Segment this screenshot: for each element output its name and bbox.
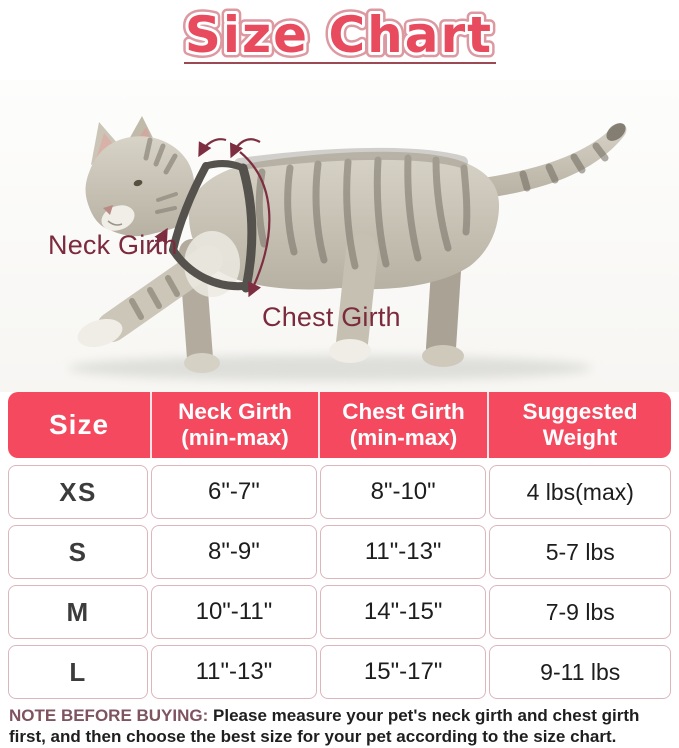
note-label: NOTE BEFORE BUYING:	[9, 706, 209, 725]
chest-girth-label: Chest Girth	[262, 302, 401, 332]
harness-diagram: Neck Girth Chest Girth	[0, 80, 679, 392]
note-text: Please measure your pet's neck girth and…	[9, 706, 640, 746]
cell-size: XS	[8, 465, 149, 519]
table-row-l: L 11"-13" 15"-17" 9-11 lbs	[8, 645, 671, 699]
cell-chest: 14"-15"	[319, 585, 487, 639]
header-cell-neck: Neck Girth (min-max)	[150, 392, 318, 458]
header-cell-size: Size	[48, 409, 110, 440]
cell-size: S	[8, 525, 149, 579]
buying-note: NOTE BEFORE BUYING: Please measure your …	[9, 705, 670, 747]
header-cell-weight: Suggested Weight	[487, 392, 671, 458]
cell-weight: 7-9 lbs	[489, 585, 671, 639]
neck-label-arrow	[149, 227, 168, 253]
neck-girth-label: Neck Girth	[48, 230, 178, 260]
table-row-m: M 10"-11" 14"-15" 7-9 lbs	[8, 585, 671, 639]
cell-weight: 4 lbs(max)	[489, 465, 671, 519]
cat-eye	[133, 179, 143, 187]
cat-nose	[103, 205, 113, 215]
table-row-s: S 8"-9" 11"-13" 5-7 lbs	[8, 525, 671, 579]
cell-neck: 6"-7"	[151, 465, 317, 519]
title-underline	[183, 62, 496, 64]
cell-weight: 5-7 lbs	[489, 525, 671, 579]
cell-weight: 9-11 lbs	[489, 645, 671, 699]
cell-chest: 8"-10"	[319, 465, 487, 519]
cell-neck: 10"-11"	[151, 585, 317, 639]
size-table: Size Neck Girth (min-max) Chest Girth (m…	[8, 392, 671, 699]
chest-girth-arrow	[239, 151, 271, 298]
neck-girth-arrow	[198, 138, 227, 158]
table-row-xs: XS 6"-7" 8"-10" 4 lbs(max)	[8, 465, 671, 519]
cell-neck: 8"-9"	[151, 525, 317, 579]
table-header: Size Neck Girth (min-max) Chest Girth (m…	[8, 392, 671, 458]
cat-photo	[68, 116, 627, 381]
page-title-outline: Size Chart	[185, 6, 493, 64]
cell-size: L	[8, 645, 149, 699]
title-art: Size Chart Size Chart	[179, 1, 496, 70]
title-block: Size Chart Size Chart	[0, 0, 679, 80]
harness-straps	[169, 160, 257, 293]
cell-size: M	[8, 585, 149, 639]
header-cell-chest: Chest Girth (min-max)	[318, 392, 487, 458]
page-title: Size Chart	[185, 6, 493, 64]
cat-shadow	[68, 355, 592, 381]
cell-neck: 11"-13"	[151, 645, 317, 699]
cell-chest: 15"-17"	[319, 645, 487, 699]
cell-chest: 11"-13"	[319, 525, 487, 579]
neck-girth-arrow-2	[230, 138, 261, 159]
